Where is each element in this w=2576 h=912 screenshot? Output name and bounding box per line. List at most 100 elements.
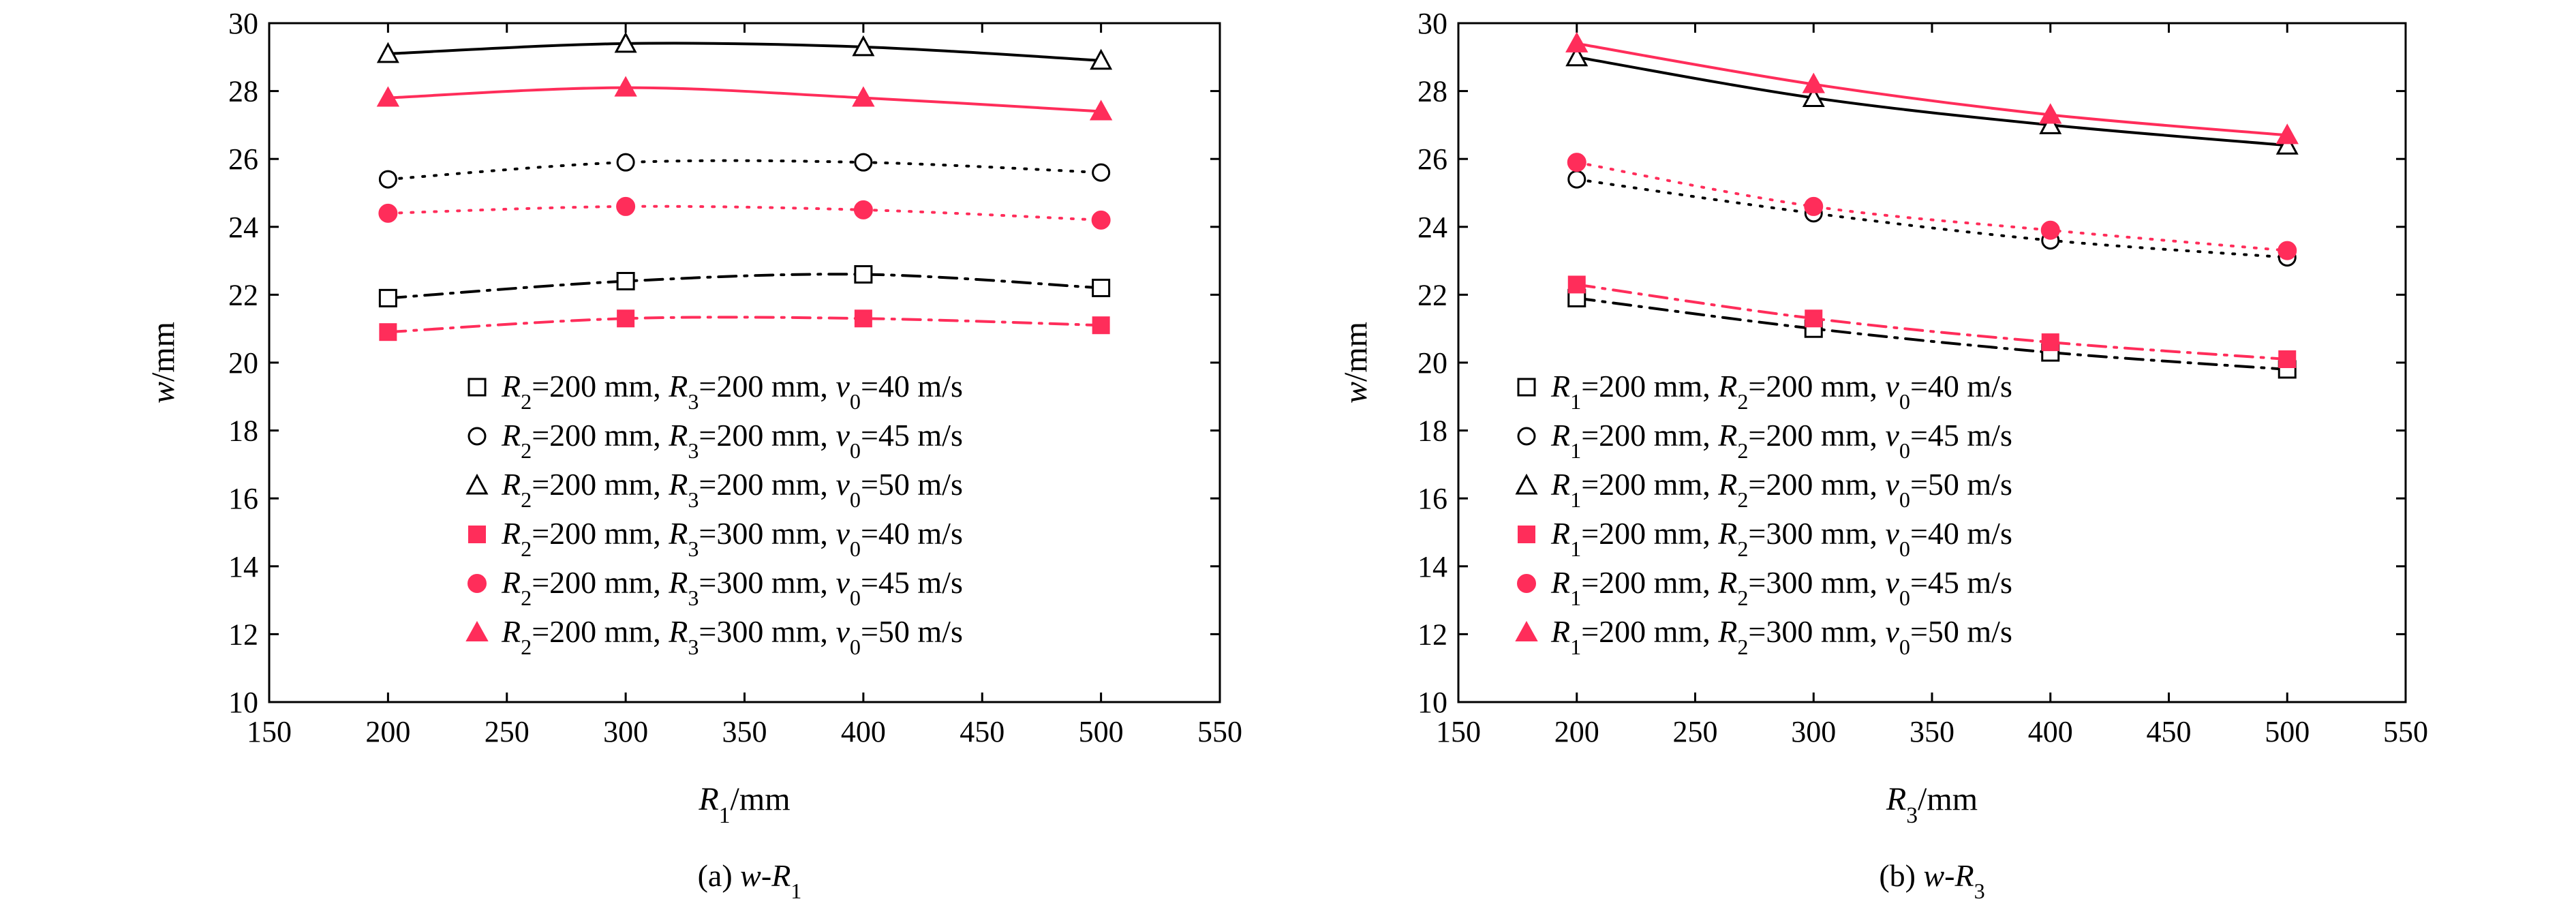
data-point: [2275, 123, 2299, 145]
legend-marker: [1518, 526, 1535, 543]
data-point: [2278, 350, 2297, 369]
data-point: [1090, 48, 1113, 70]
x-tick-label: 150: [247, 715, 292, 748]
chart-panel-a: 150 200 250 300 350 400 450 500 550 10 12 14 16 18 20 2…: [145, 7, 1242, 903]
data-point: [1089, 100, 1113, 121]
y-axis-title: w/mm: [145, 322, 181, 404]
data-point: [614, 76, 637, 97]
chart-panel-b: 150 200 250 300 350 400 450 500 550 10 12 14 16 18 20 2…: [1338, 7, 2428, 903]
figure-caption: (b) w-R3: [1879, 858, 1984, 903]
y-tick-label: 16: [228, 482, 258, 515]
y-tick-label: 22: [1417, 278, 1447, 311]
x-axis-title: R1/mm: [698, 781, 790, 828]
series-1: [378, 265, 1111, 307]
series-line: [386, 316, 1103, 334]
series-1: [1567, 288, 2297, 379]
data-point: [854, 265, 873, 284]
x-tick-label: 350: [1910, 715, 1954, 748]
series-2: [1567, 170, 2297, 267]
x-tick-label: 500: [1079, 715, 1124, 748]
series-line: [1575, 178, 2289, 259]
legend-marker: [467, 427, 487, 446]
series-6: [376, 76, 1113, 121]
y-tick-label: 14: [228, 550, 258, 583]
series-3: [1565, 45, 2299, 155]
y-tick-label: 28: [228, 75, 258, 108]
data-point: [854, 153, 873, 172]
legend-label: R2=200 mm, R3=200 mm, v0=50 m/s: [501, 467, 963, 512]
legend-label: R2=200 mm, R3=200 mm, v0=45 m/s: [501, 418, 963, 463]
y-axis-title: w/mm: [1338, 322, 1374, 404]
data-point: [616, 153, 635, 172]
series-2: [378, 153, 1111, 189]
data-point: [1565, 31, 1589, 52]
x-tick-label: 400: [2028, 715, 2073, 748]
legend-marker: [465, 473, 489, 495]
legend-marker: [1517, 574, 1536, 593]
legend-label: R1=200 mm, R2=300 mm, v0=40 m/s: [1550, 516, 2012, 561]
data-point: [378, 288, 397, 307]
data-point: [852, 86, 875, 107]
data-point: [1091, 210, 1111, 230]
data-point: [1805, 309, 1823, 328]
series-4: [379, 309, 1110, 341]
series-3: [376, 31, 1113, 70]
data-point: [1565, 45, 1589, 67]
legend-label: R1=200 mm, R2=300 mm, v0=45 m/s: [1550, 565, 2012, 610]
x-tick-label: 250: [485, 715, 530, 748]
data-point: [378, 170, 397, 189]
data-point: [2275, 134, 2299, 155]
data-point: [379, 323, 397, 341]
legend-marker: [467, 378, 487, 397]
legend-marker: [1517, 427, 1536, 446]
legend-marker: [1517, 378, 1536, 397]
x-tick-label: 500: [2265, 715, 2310, 748]
x-tick-label: 450: [2147, 715, 2192, 748]
y-tick-label: 30: [228, 7, 258, 40]
legend-marker: [1515, 620, 1538, 641]
x-tick-label: 400: [841, 715, 886, 748]
data-point: [2278, 241, 2297, 260]
legend-label: R2=200 mm, R3=200 mm, v0=40 m/s: [501, 369, 963, 414]
data-point: [1802, 86, 1825, 108]
y-tick-label: 22: [228, 278, 258, 311]
data-point: [1092, 278, 1111, 297]
data-point: [616, 196, 636, 216]
x-tick-label: 450: [960, 715, 1005, 748]
y-tick-label: 24: [228, 211, 258, 244]
x-tick-label: 300: [1791, 715, 1836, 748]
data-point: [376, 42, 399, 63]
data-point: [376, 86, 400, 107]
x-tick-label: 550: [2383, 715, 2428, 748]
data-point: [617, 309, 635, 328]
y-tick-label: 26: [228, 142, 258, 176]
data-point: [2039, 103, 2062, 124]
series-line: [1575, 161, 2289, 252]
data-point: [614, 31, 637, 53]
data-point: [2041, 333, 2059, 352]
data-point: [1092, 163, 1111, 182]
y-tick-label: 14: [1417, 550, 1447, 583]
legend-label: R2=200 mm, R3=300 mm, v0=50 m/s: [501, 614, 963, 659]
data-point: [854, 309, 872, 328]
data-point: [852, 35, 875, 57]
data-point: [853, 200, 873, 219]
data-point: [1567, 275, 1586, 294]
series-line: [386, 159, 1103, 181]
legend-label: R1=200 mm, R2=200 mm, v0=40 m/s: [1550, 369, 2012, 414]
x-tick-label: 250: [1673, 715, 1718, 748]
legend-marker: [465, 620, 489, 641]
x-tick-label: 550: [1197, 715, 1242, 748]
legend-marker: [1515, 473, 1538, 495]
legend-label: R1=200 mm, R2=200 mm, v0=50 m/s: [1550, 467, 2012, 512]
x-tick-label: 150: [1436, 715, 1481, 748]
y-tick-label: 16: [1417, 482, 1447, 515]
series-line: [386, 86, 1103, 113]
y-tick-label: 18: [1417, 414, 1447, 448]
x-tick-label: 300: [603, 715, 648, 748]
y-tick-label: 24: [1417, 211, 1447, 244]
x-tick-label: 350: [722, 715, 767, 748]
series-line: [386, 42, 1103, 62]
x-tick-label: 200: [1554, 715, 1599, 748]
